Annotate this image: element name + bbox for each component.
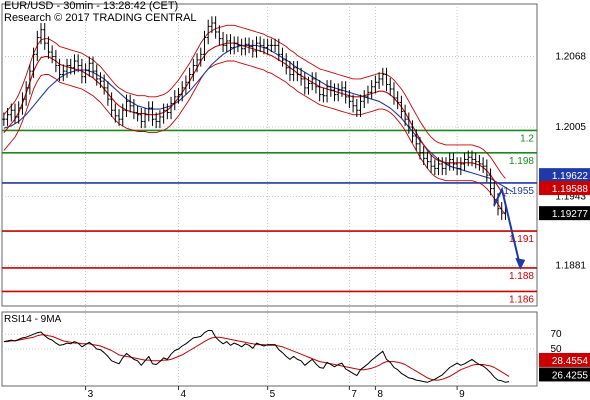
rsi-tick-label: 70: [550, 329, 562, 340]
price-tag-label: 1.19622: [552, 171, 589, 182]
rsi-value-tag-label: 26.4255: [552, 370, 589, 381]
price-tag: [539, 206, 590, 221]
copyright-text: Research © 2017 TRADING CENTRAL: [4, 12, 197, 24]
level-label: 1.186: [509, 294, 534, 305]
price-tag: [539, 168, 590, 183]
rsi-ma-line: [3, 334, 510, 381]
rsi-value-tag: [539, 352, 590, 367]
rsi-value-tag: [539, 367, 590, 382]
x-tick-label: 3: [88, 389, 94, 400]
y-tick-label: 1.2068: [555, 52, 586, 63]
price-tag: [539, 181, 590, 196]
level-label: 1.188: [509, 271, 534, 282]
x-tick-label: 4: [180, 389, 186, 400]
level-label: 1.1955: [503, 186, 534, 197]
rsi-title: RSI14 - 9MA: [4, 314, 62, 325]
x-tick-label: 8: [377, 389, 383, 400]
level-label: 1.191: [509, 234, 534, 245]
ma-slow-line: [3, 44, 514, 193]
ma-fast-line: [3, 42, 506, 197]
forecast-arrow-line: [493, 186, 522, 268]
x-tick-label: 9: [459, 389, 465, 400]
chart-title: EUR/USD - 30min - 13:28:42 (CET): [4, 0, 179, 12]
price-panel-frame: [1, 3, 538, 307]
upper-band-line: [3, 24, 506, 179]
rsi-value-tag-label: 28.4554: [552, 356, 589, 367]
y-tick-label: 1.1943: [555, 191, 586, 202]
level-label: 1.198: [509, 156, 534, 167]
x-tick-label: 5: [270, 389, 276, 400]
y-tick-label: 1.2005: [555, 122, 586, 133]
rsi-line: [3, 330, 510, 383]
price-tag-label: 1.19588: [552, 184, 589, 195]
rsi-tick-label: 50: [550, 344, 562, 355]
x-tick-label: 7: [351, 389, 357, 400]
level-label: 1.2: [520, 133, 534, 144]
lower-band-line: [3, 60, 506, 215]
price-tag-label: 1.19277: [552, 209, 589, 220]
y-tick-label: 1.1881: [555, 261, 586, 272]
forecast-arrow-head: [515, 257, 526, 270]
